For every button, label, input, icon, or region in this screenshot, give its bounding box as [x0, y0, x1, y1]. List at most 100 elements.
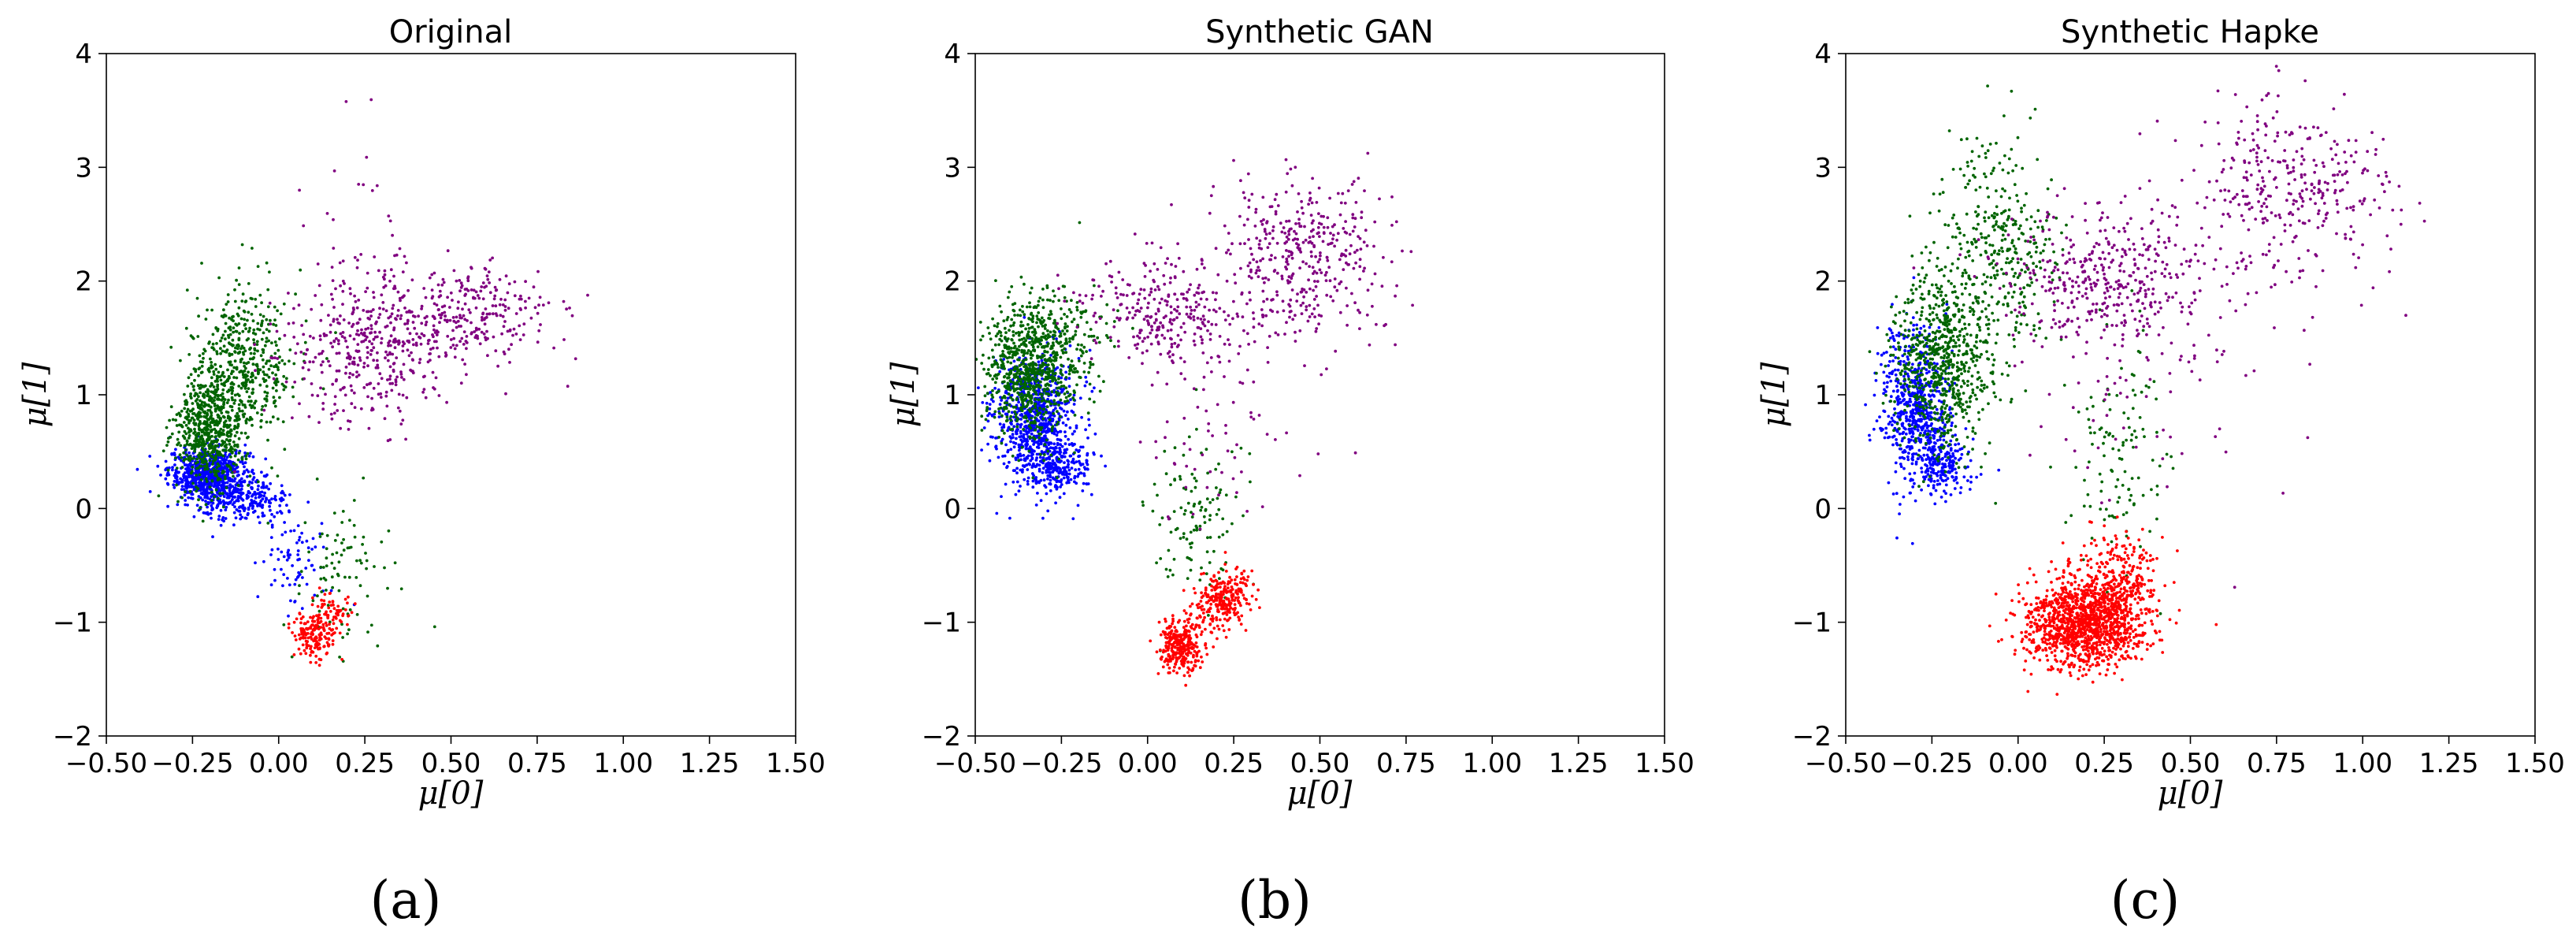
- data-point-purple: [427, 339, 430, 343]
- data-point-green: [355, 559, 358, 563]
- data-point-blue: [1034, 464, 1038, 468]
- data-point-green: [265, 420, 269, 424]
- data-point-green: [1049, 299, 1052, 302]
- data-point-purple: [325, 212, 329, 215]
- data-point-red: [305, 642, 309, 646]
- data-point-purple: [332, 318, 336, 321]
- data-point-green: [990, 393, 994, 397]
- data-point-green: [260, 321, 264, 325]
- data-point-blue: [211, 535, 214, 539]
- data-point-blue: [262, 514, 266, 518]
- data-point-blue: [1028, 414, 1032, 418]
- data-point-green: [203, 411, 207, 415]
- data-point-purple: [483, 285, 486, 289]
- data-point-purple: [297, 303, 301, 307]
- data-point-green: [266, 288, 270, 292]
- data-point-blue: [1003, 454, 1007, 458]
- data-point-blue: [1026, 482, 1030, 486]
- data-point-green: [1033, 349, 1037, 353]
- data-point-blue: [270, 513, 273, 516]
- data-point-purple: [477, 296, 481, 300]
- data-point-purple: [406, 348, 410, 352]
- data-point-purple: [492, 297, 496, 301]
- data-point-green: [1009, 418, 1013, 422]
- data-point-purple: [418, 358, 422, 361]
- data-point-green: [282, 388, 286, 392]
- data-point-green: [208, 396, 212, 400]
- data-point-green: [217, 276, 221, 280]
- data-point-green: [265, 391, 269, 395]
- data-point-purple: [372, 337, 376, 341]
- data-point-green: [247, 395, 251, 399]
- data-point-green: [244, 457, 248, 461]
- data-point-purple: [332, 169, 336, 173]
- data-point-green: [340, 541, 343, 544]
- data-point-purple: [566, 385, 570, 388]
- data-point-purple: [412, 343, 415, 347]
- data-point-purple: [380, 336, 384, 340]
- data-point-green: [982, 367, 985, 371]
- data-point-purple: [529, 316, 533, 320]
- data-point-purple: [319, 363, 323, 367]
- data-point-green: [267, 367, 271, 371]
- data-point-purple: [308, 334, 312, 338]
- data-point-blue: [1010, 411, 1014, 414]
- data-point-red: [333, 631, 336, 634]
- data-point-green: [205, 480, 209, 483]
- data-point-blue: [980, 448, 983, 452]
- data-point-green: [1037, 372, 1041, 376]
- data-point-green: [997, 343, 1000, 347]
- data-point-blue: [277, 547, 280, 551]
- data-point-green: [1036, 378, 1040, 382]
- data-point-purple: [328, 330, 332, 334]
- data-point-green: [1043, 336, 1047, 340]
- data-point-green: [214, 469, 218, 473]
- data-point-blue: [1029, 459, 1033, 463]
- data-point-green: [200, 458, 204, 462]
- data-point-green: [241, 403, 245, 407]
- data-point-blue: [1004, 482, 1008, 486]
- data-point-green: [265, 395, 269, 398]
- data-point-purple: [358, 356, 362, 359]
- data-point-green: [191, 385, 195, 388]
- data-point-green: [192, 388, 196, 392]
- data-point-red: [311, 619, 315, 623]
- data-point-green: [980, 414, 984, 418]
- data-point-blue: [201, 491, 204, 495]
- data-point-blue: [1009, 440, 1012, 444]
- data-point-green: [182, 459, 186, 463]
- data-point-green: [1029, 436, 1032, 440]
- data-point-blue: [1055, 446, 1058, 450]
- data-point-green: [1045, 350, 1049, 354]
- data-point-green: [299, 268, 303, 272]
- data-point-purple: [486, 354, 489, 358]
- data-point-blue: [183, 493, 187, 497]
- data-point-purple: [301, 366, 305, 370]
- data-point-green: [1034, 363, 1038, 367]
- data-point-green: [991, 377, 995, 381]
- data-point-blue: [1004, 391, 1008, 395]
- data-point-purple: [451, 299, 454, 302]
- data-point-green: [1079, 310, 1082, 314]
- data-point-green: [269, 420, 273, 424]
- data-point-purple: [386, 359, 390, 362]
- data-point-green: [1011, 323, 1015, 327]
- data-point-purple: [321, 407, 325, 411]
- data-point-purple: [353, 255, 357, 259]
- data-point-purple: [321, 360, 325, 363]
- data-point-green: [228, 325, 232, 329]
- data-point-green: [1005, 340, 1009, 343]
- data-point-blue: [252, 472, 255, 475]
- data-point-green: [225, 486, 228, 489]
- data-point-blue: [1082, 481, 1086, 485]
- data-point-green: [1019, 377, 1023, 381]
- data-point-green: [1023, 398, 1027, 402]
- data-point-blue: [286, 577, 289, 580]
- data-point-green: [1012, 321, 1016, 325]
- data-point-green: [993, 343, 997, 347]
- data-point-purple: [384, 394, 388, 398]
- data-point-green: [1021, 304, 1024, 308]
- data-point-green: [230, 363, 233, 367]
- data-point-purple: [371, 308, 375, 311]
- data-point-purple: [356, 258, 359, 262]
